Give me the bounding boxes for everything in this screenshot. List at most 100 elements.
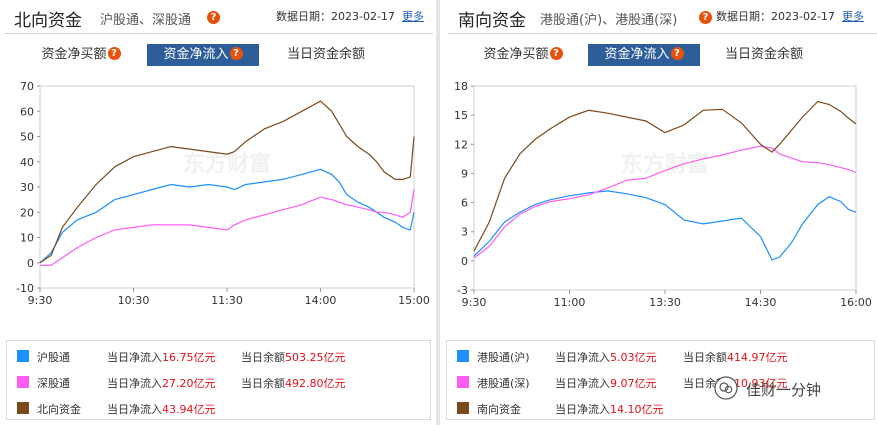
wechat-icon [714,376,738,400]
south-legend: 港股通(沪) 当日净流入5.03亿元 当日余额414.97亿元 港股通(深) 当… [446,340,875,420]
x-tick-label: 14:30 [745,296,777,309]
south-date: 数据日期：2023-02-17 [716,10,835,23]
y-tick-label: 50 [20,131,34,144]
north-title: 北向资金 [14,11,82,31]
legend-balance-value: 492.80亿元 [285,377,346,390]
legend-balance-label: 当日余额 [241,351,285,364]
x-tick-label: 11:00 [554,296,586,309]
south-panel: 南向资金 港股通(沪)、港股通(深) ? 数据日期：2023-02-17 更多 … [444,0,877,425]
south-title: 南向资金 [458,11,526,31]
legend-row: 深股通 当日净流入27.20亿元 当日余额492.80亿元 [7,369,430,395]
x-tick-label: 13:30 [649,296,681,309]
y-tick-label: 60 [20,105,34,118]
south-tab-net-inflow[interactable]: 资金净流入? [588,44,700,66]
help-icon[interactable]: ? [670,47,684,60]
help-icon[interactable]: ? [549,47,563,60]
x-tick-label: 16:00 [840,296,872,309]
north-subtitle-text: 沪股通、深股通 [100,13,192,28]
legend-flow-label: 当日净流入 [107,403,162,416]
legend-flow-value: 43.94亿元 [162,403,216,416]
y-tick-label: 20 [20,206,34,219]
legend-flow-label: 当日净流入 [107,377,162,390]
y-tick-label: 15 [454,109,468,122]
legend-flow-label: 当日净流入 [555,377,610,390]
x-tick-label: 15:00 [398,294,430,307]
legend-balance: 当日余额503.25亿元 [241,349,346,365]
south-tab-net-buy-label: 资金净买额 [483,47,549,62]
y-tick-label: 0 [27,257,34,270]
x-tick-label: 14:00 [305,294,337,307]
x-tick-label: 10:30 [118,294,150,307]
x-tick-label: 9:30 [462,296,487,309]
north-tab-balance[interactable]: 当日资金余额 [278,44,374,66]
north-tab-net-inflow[interactable]: 资金净流入? [147,44,259,66]
legend-flow: 当日净流入9.07亿元 [555,375,657,391]
legend-flow: 当日净流入16.75亿元 [107,349,216,365]
south-subtitle: 港股通(沪)、港股通(深) [540,9,677,28]
north-help-icon[interactable]: ? [207,11,220,24]
y-tick-label: 30 [20,181,34,194]
north-tab-net-buy[interactable]: 资金净买额? [36,44,126,66]
legend-name: 港股通(深) [477,377,530,390]
legend-swatch [457,402,469,414]
legend-name: 南向资金 [477,403,521,416]
north-more-link[interactable]: 更多 [402,10,424,23]
series-line [39,168,415,264]
help-icon[interactable]: ? [229,47,243,60]
series-line [473,190,857,261]
legend-flow: 当日净流入5.03亿元 [555,349,657,365]
legend-row: 港股通(深) 当日净流入9.07亿元 当日余额410.93亿元 [447,369,874,395]
legend-flow-label: 当日净流入 [555,351,610,364]
series-line [473,145,857,259]
legend-balance: 当日余额410.93亿元 [683,375,788,391]
legend-balance-value: 414.97亿元 [727,351,788,364]
north-header-divider [4,33,433,34]
legend-row: 沪股通 当日净流入16.75亿元 当日余额503.25亿元 [7,343,430,369]
y-tick-label: 18 [454,80,468,93]
y-tick-label: 3 [461,226,468,239]
panel-divider [436,0,440,425]
legend-row: 港股通(沪) 当日净流入5.03亿元 当日余额414.97亿元 [447,343,874,369]
south-tab-balance-label: 当日资金余额 [724,47,803,62]
south-tab-net-buy[interactable]: 资金净买额? [478,44,568,66]
legend-flow-value: 14.10亿元 [610,403,664,416]
y-tick-label: -10 [16,282,34,295]
y-tick-label: 6 [461,197,468,210]
legend-name: 深股通 [37,377,70,390]
north-tab-balance-label: 当日资金余额 [286,47,365,62]
plot-frame [473,85,857,291]
legend-swatch [17,376,29,388]
y-tick-label: 12 [454,138,468,151]
north-legend: 沪股通 当日净流入16.75亿元 当日余额503.25亿元 深股通 当日净流入2… [6,340,431,420]
legend-flow: 当日净流入43.94亿元 [107,401,216,417]
series-line [39,100,415,264]
y-tick-label: 9 [461,167,468,180]
x-tick-label: 9:30 [28,294,53,307]
legend-name: 沪股通 [37,351,70,364]
legend-name: 港股通(沪) [477,351,530,364]
north-subtitle: 沪股通、深股通 [100,9,191,28]
legend-flow: 当日净流入27.20亿元 [107,375,216,391]
series-line [40,189,415,266]
legend-balance-label: 当日余额 [241,377,285,390]
series-line [473,100,857,252]
legend-swatch [17,402,29,414]
south-more-link[interactable]: 更多 [842,10,864,23]
legend-swatch [457,350,469,362]
south-chart: 东方财富 -3 0 3 6 9 12 15 18 9:30 11:00 13:30 14:30 16:00 [454,80,872,309]
south-tab-balance[interactable]: 当日资金余额 [716,44,812,66]
x-tick-label: 11:30 [211,294,243,307]
north-tab-net-buy-label: 资金净买额 [41,47,107,62]
south-tab-net-inflow-label: 资金净流入 [604,47,670,62]
chart-watermark: 东方财富 [183,151,271,177]
y-tick-label: 10 [20,232,34,245]
help-icon[interactable]: ? [107,47,121,60]
legend-flow-value: 5.03亿元 [610,351,657,364]
legend-balance: 当日余额492.80亿元 [241,375,346,391]
legend-flow-value: 16.75亿元 [162,351,216,364]
south-help-icon[interactable]: ? [699,11,712,24]
legend-row: 南向资金 当日净流入14.10亿元 [447,395,874,421]
north-chart: 东方财富 -10 0 10 20 30 40 50 60 70 9:30 10:30 11:30 14:0… [16,80,430,307]
north-panel: 北向资金 沪股通、深股通 ? 数据日期：2023-02-17 更多 资金净买额?… [0,0,433,425]
legend-row: 北向资金 当日净流入43.94亿元 [7,395,430,421]
